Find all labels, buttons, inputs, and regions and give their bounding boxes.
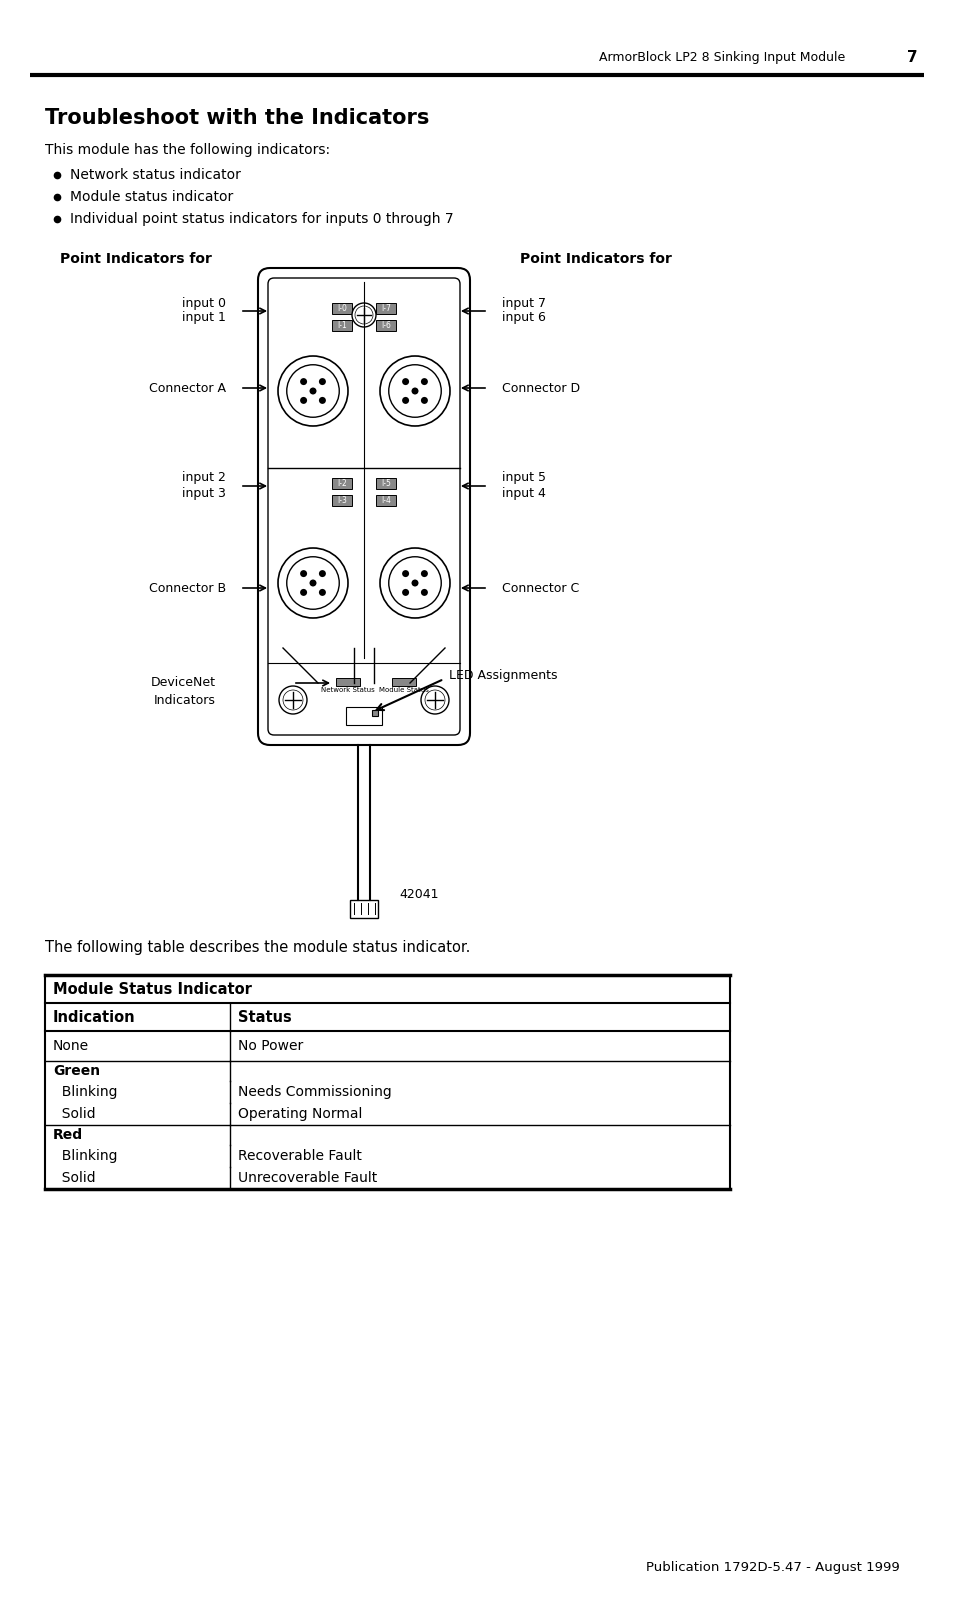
Bar: [350, 900, 377, 918]
Text: I-7: I-7: [380, 304, 391, 313]
Text: Indication: Indication: [53, 1009, 135, 1025]
Text: 7: 7: [906, 50, 917, 64]
Circle shape: [352, 304, 375, 326]
Text: Operating Normal: Operating Normal: [237, 1107, 362, 1122]
Text: input 5: input 5: [501, 471, 545, 484]
Circle shape: [379, 357, 450, 426]
Text: Unrecoverable Fault: Unrecoverable Fault: [237, 1172, 376, 1184]
Text: Connector D: Connector D: [501, 381, 579, 394]
Text: Status: Status: [237, 1009, 292, 1025]
Circle shape: [278, 686, 307, 714]
Text: Module Status Indicator: Module Status Indicator: [53, 982, 252, 996]
Text: LED Assignments: LED Assignments: [449, 669, 557, 681]
Text: Indicators: Indicators: [154, 694, 215, 707]
Circle shape: [287, 365, 339, 418]
Text: Point Indicators for: Point Indicators for: [60, 252, 212, 267]
Bar: [392, 678, 416, 686]
Text: Green: Green: [53, 1064, 100, 1078]
Text: DeviceNet: DeviceNet: [151, 677, 215, 689]
Bar: [332, 495, 352, 506]
Text: input 7: input 7: [501, 297, 545, 310]
Circle shape: [388, 556, 441, 609]
Circle shape: [277, 357, 348, 426]
Text: Recoverable Fault: Recoverable Fault: [237, 1149, 361, 1163]
Bar: [346, 707, 381, 725]
Text: I-2: I-2: [336, 479, 347, 489]
Circle shape: [401, 588, 409, 596]
Circle shape: [411, 387, 418, 394]
Bar: [375, 495, 395, 506]
Circle shape: [277, 548, 348, 619]
Text: Module status indicator: Module status indicator: [70, 190, 233, 204]
Text: input 2: input 2: [182, 471, 226, 484]
Bar: [332, 320, 352, 331]
Circle shape: [411, 580, 418, 587]
Text: No Power: No Power: [237, 1040, 303, 1053]
Text: Connector B: Connector B: [149, 582, 226, 595]
Bar: [335, 678, 359, 686]
Circle shape: [401, 570, 409, 577]
Text: Point Indicators for: Point Indicators for: [519, 252, 671, 267]
Text: Blinking: Blinking: [53, 1149, 117, 1163]
Bar: [375, 477, 395, 489]
Circle shape: [401, 397, 409, 403]
Text: I-3: I-3: [336, 497, 347, 505]
Circle shape: [318, 397, 326, 403]
Text: input 0: input 0: [182, 297, 226, 310]
Circle shape: [420, 570, 428, 577]
Text: Red: Red: [53, 1128, 83, 1143]
Text: I-5: I-5: [380, 479, 391, 489]
Circle shape: [287, 556, 339, 609]
Circle shape: [300, 588, 307, 596]
Circle shape: [420, 397, 428, 403]
Circle shape: [401, 378, 409, 386]
Text: Network status indicator: Network status indicator: [70, 169, 240, 182]
Text: This module has the following indicators:: This module has the following indicators…: [45, 143, 330, 157]
Text: input 3: input 3: [182, 487, 226, 500]
Text: I-1: I-1: [336, 321, 347, 329]
Circle shape: [300, 397, 307, 403]
Text: Module Status: Module Status: [378, 688, 429, 693]
Circle shape: [388, 365, 441, 418]
FancyBboxPatch shape: [268, 278, 459, 734]
Text: Network Status: Network Status: [321, 688, 375, 693]
Text: ArmorBlock LP2 8 Sinking Input Module: ArmorBlock LP2 8 Sinking Input Module: [598, 50, 844, 64]
Circle shape: [309, 387, 316, 394]
Text: I-6: I-6: [380, 321, 391, 329]
Circle shape: [420, 378, 428, 386]
Circle shape: [318, 378, 326, 386]
Text: Needs Commissioning: Needs Commissioning: [237, 1085, 392, 1099]
Circle shape: [300, 570, 307, 577]
FancyBboxPatch shape: [257, 268, 470, 746]
Circle shape: [379, 548, 450, 619]
Text: Troubleshoot with the Indicators: Troubleshoot with the Indicators: [45, 108, 429, 129]
Bar: [332, 477, 352, 489]
Bar: [332, 304, 352, 313]
Circle shape: [318, 570, 326, 577]
Circle shape: [318, 588, 326, 596]
Text: Blinking: Blinking: [53, 1085, 117, 1099]
Text: input 1: input 1: [182, 312, 226, 325]
Circle shape: [309, 580, 316, 587]
Circle shape: [420, 588, 428, 596]
Text: Individual point status indicators for inputs 0 through 7: Individual point status indicators for i…: [70, 212, 453, 227]
Text: Connector C: Connector C: [501, 582, 578, 595]
Bar: [372, 710, 377, 717]
Bar: [375, 304, 395, 313]
Text: None: None: [53, 1040, 89, 1053]
Text: Solid: Solid: [53, 1107, 95, 1122]
Text: I-4: I-4: [380, 497, 391, 505]
Text: 42041: 42041: [399, 889, 438, 902]
Text: The following table describes the module status indicator.: The following table describes the module…: [45, 940, 470, 955]
Text: input 4: input 4: [501, 487, 545, 500]
Text: I-0: I-0: [336, 304, 347, 313]
Bar: [375, 320, 395, 331]
Text: Solid: Solid: [53, 1172, 95, 1184]
Circle shape: [300, 378, 307, 386]
Circle shape: [420, 686, 449, 714]
Text: input 6: input 6: [501, 312, 545, 325]
Text: Connector A: Connector A: [149, 381, 226, 394]
Text: Publication 1792D-5.47 - August 1999: Publication 1792D-5.47 - August 1999: [645, 1562, 899, 1575]
